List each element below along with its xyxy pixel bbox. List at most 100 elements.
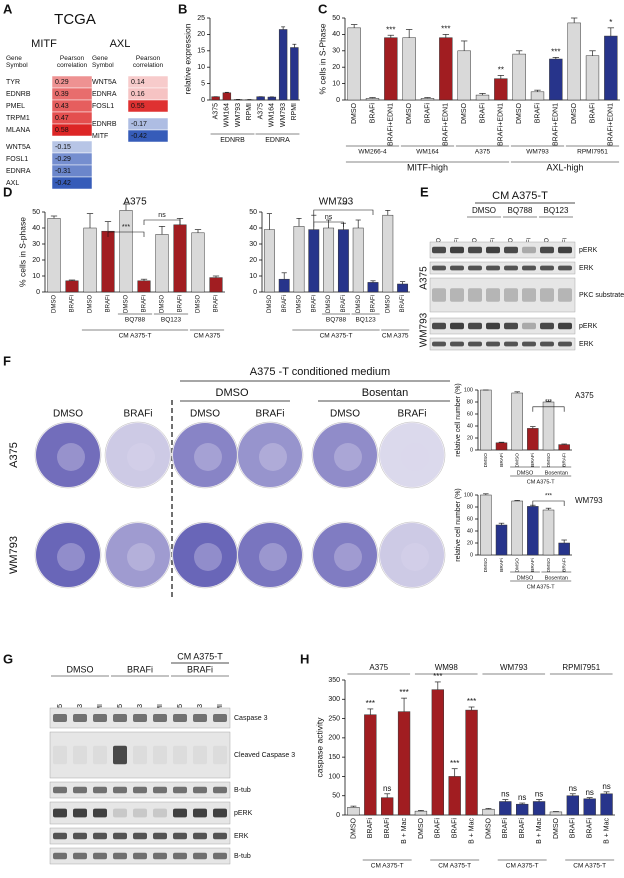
- bracket: [107, 231, 145, 237]
- x-tick-label: DMSO: [124, 295, 130, 313]
- x-tick-label: DMSO: [196, 295, 202, 313]
- blot-band: [522, 246, 536, 254]
- error-bar: [498, 522, 505, 525]
- x-tick-label: BRAFi: [178, 295, 184, 312]
- column-label: DMSO: [53, 409, 83, 420]
- stain-texture: [401, 443, 429, 471]
- table-title: TCGA: [54, 11, 96, 28]
- x-tick-label: DMSO: [406, 102, 413, 124]
- error-bar: [424, 97, 431, 99]
- blot-band: [113, 786, 127, 794]
- error-bar: [536, 799, 543, 802]
- x-tick-label: BRAFi: [570, 818, 577, 839]
- significance: ns: [569, 784, 577, 793]
- significance: ***: [467, 697, 476, 706]
- bar: [278, 29, 288, 101]
- blot-band: [213, 714, 227, 722]
- bar: [365, 98, 380, 101]
- group-label: EDNRA: [265, 137, 290, 144]
- blot-band: [173, 832, 187, 840]
- chart-title: WM793: [319, 197, 354, 208]
- blot-band: [173, 808, 187, 818]
- bracket: [143, 219, 181, 225]
- condition-label: BRAFi: [187, 664, 213, 674]
- bar: [583, 798, 596, 816]
- blot-band: [486, 246, 500, 254]
- error-bar: [281, 26, 286, 30]
- blot-band: [153, 808, 167, 818]
- bar: [420, 98, 435, 101]
- significance: ns: [518, 793, 526, 802]
- panel-letter: A: [3, 1, 13, 16]
- y-tick-label: 20: [467, 540, 473, 546]
- error-bar: [502, 799, 509, 802]
- x-tick-label: WM164: [269, 103, 276, 127]
- stain: [36, 423, 100, 487]
- error-bar: [483, 493, 489, 495]
- x-tick-label: BRAFi+EDN1: [388, 103, 395, 146]
- condition-label: DMSO: [67, 664, 94, 674]
- blot-band: [133, 808, 147, 818]
- bar: [499, 801, 512, 816]
- blot-row-label: pERK: [579, 323, 598, 330]
- condition-label: DMSO: [472, 206, 496, 215]
- error-bar: [140, 278, 148, 281]
- bar: [222, 92, 232, 101]
- stain: [380, 423, 444, 487]
- bar: [431, 689, 444, 816]
- x-tick-label: B + Mac: [468, 818, 475, 844]
- significance: ***: [366, 699, 375, 708]
- error-bar: [552, 57, 560, 59]
- blot-band: [53, 832, 67, 840]
- bar: [267, 96, 277, 101]
- significance: ns: [383, 784, 391, 793]
- y-tick-label: 0: [470, 552, 473, 558]
- bar: [402, 37, 416, 101]
- x-tick-label: DMSO: [485, 817, 492, 839]
- blot-background: [429, 337, 576, 351]
- y-tick-label: 20: [467, 435, 473, 441]
- significance: ns: [585, 788, 593, 797]
- error-bar: [498, 441, 505, 443]
- error-bar: [519, 802, 526, 805]
- x-tick-label: BRAFi: [534, 103, 541, 124]
- y-tick-label: 10: [32, 273, 40, 280]
- correlation-value: 0.29: [55, 79, 69, 86]
- gene-symbol: PMEL: [6, 103, 25, 110]
- bar: [542, 401, 555, 451]
- blot-band: [113, 808, 127, 818]
- panel-letter: F: [3, 353, 11, 368]
- error-bar: [384, 793, 391, 798]
- x-tick-label: BRAFi: [371, 295, 377, 312]
- significance: ***: [441, 25, 450, 34]
- bar: [381, 797, 394, 816]
- blot-background: [429, 317, 576, 335]
- y-tick-label: 80: [467, 399, 473, 405]
- x-tick-label: BRAFi: [561, 558, 567, 572]
- error-bar: [50, 215, 58, 219]
- bar: [495, 442, 508, 451]
- x-tick-label: BRAFi: [400, 295, 406, 312]
- bar: [604, 35, 618, 101]
- blot-band: [93, 808, 107, 818]
- x-tick-label: BRAFi: [282, 295, 288, 312]
- bar: [542, 509, 555, 556]
- gene-symbol: WNT5A: [92, 79, 117, 86]
- bar: [480, 494, 492, 556]
- bar: [347, 27, 361, 101]
- condition-label: BQ788: [508, 206, 533, 215]
- x-tick-label: DMSO: [514, 453, 520, 468]
- x-tick-label: DMSO: [326, 295, 332, 313]
- y-axis-label: % cells in S-phase: [17, 217, 27, 287]
- blot-band: [113, 852, 127, 860]
- group-label: CM A375-T: [527, 584, 555, 590]
- blot-band: [73, 745, 87, 765]
- stain-texture: [127, 543, 155, 571]
- bar: [448, 776, 461, 816]
- blot-band: [153, 745, 167, 765]
- group-label: A375: [369, 663, 388, 672]
- error-bar: [561, 443, 567, 445]
- group-label: RPMI7951: [577, 149, 608, 156]
- gene-symbol: FOSL1: [92, 103, 114, 110]
